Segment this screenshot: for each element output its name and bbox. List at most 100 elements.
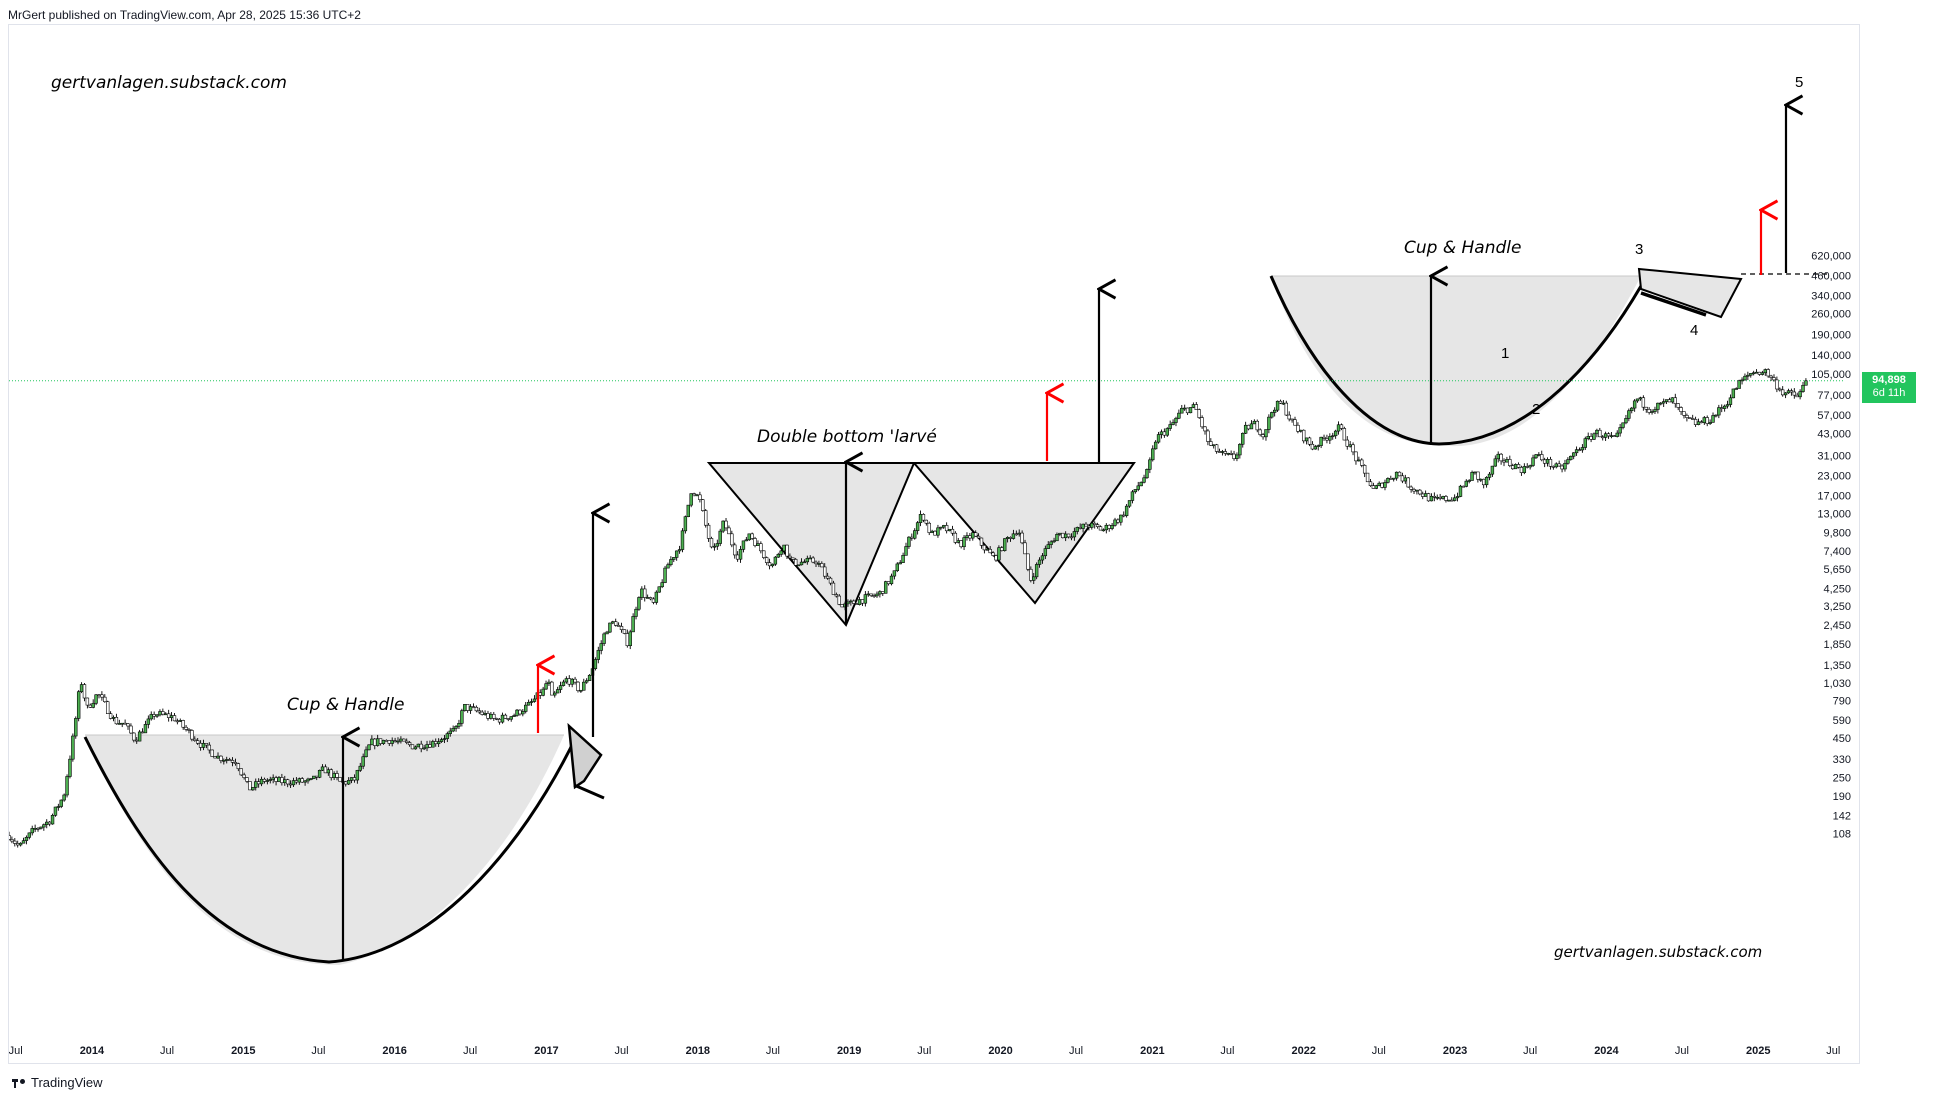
candle-up [1490,465,1495,475]
candle-down [175,720,180,723]
candle-down [108,713,113,719]
candle-down [762,550,766,558]
candle-down [97,694,101,697]
candle-up [677,549,682,552]
candle-up [1171,422,1175,425]
candle-up [1139,481,1143,487]
y-tick-label: 77,000 [1817,390,1851,402]
candle-up [71,735,75,760]
candle-up [1063,533,1068,539]
y-tick-label: 330 [1833,754,1851,766]
candle-down [910,536,914,539]
candle-down [1014,533,1019,536]
candle-up [1005,537,1010,539]
candle-down [1682,411,1686,416]
candle-up [1055,534,1059,542]
candle-down [1023,542,1027,555]
candle-up [79,684,84,692]
price-badge-price: 94,898 [1872,373,1906,386]
candle-down [123,722,127,725]
candle-down [1122,514,1126,517]
candle-up [50,815,55,825]
candle-up [309,778,313,780]
cup1-handle[interactable] [567,722,603,790]
candle-down [1601,436,1605,439]
candle-down [625,633,630,647]
candle-up [1470,472,1474,481]
candle-up [1034,564,1039,578]
wave-label-5: 5 [1795,74,1803,91]
candle-down [968,535,972,539]
candle-up [779,550,783,555]
cup2-curve[interactable] [1269,275,1643,446]
price-chart[interactable]: 1081421902503304505907901,0301,3501,8502… [9,25,1861,1065]
candle-up [1243,424,1248,434]
y-tick-label: 450 [1833,733,1851,745]
candle-up [297,778,301,783]
candle-up [178,720,182,722]
y-tick-label: 108 [1833,829,1851,841]
candle-down [1400,475,1405,482]
candle-up [544,683,548,690]
candle-down [1598,429,1602,438]
candle-up [1101,529,1106,532]
candle-down [622,629,627,634]
watermark-top-left: gertvanlagen.substack.com [51,73,287,93]
candle-down [1069,536,1074,539]
candle-up [1299,429,1303,432]
candle-up [1435,496,1439,499]
candle-up [738,549,743,560]
candle-up [1130,491,1135,501]
x-tick-month: Jul [917,1045,931,1057]
candle-up [1151,448,1155,461]
candle-down [210,749,214,757]
y-tick-label: 23,000 [1817,470,1851,482]
candle-down [1365,472,1370,483]
candle-up [1357,459,1361,462]
candle-up [68,758,72,777]
candle-down [1293,419,1297,426]
candle-down [933,530,937,536]
candle-up [756,543,760,546]
candle-down [921,514,926,521]
candle-up [1145,469,1149,479]
double-bottom-left-fill [706,462,916,627]
candle-up [448,730,452,734]
candle-up [1650,411,1654,413]
candle-down [407,742,412,746]
candle-up [445,733,450,739]
candle-down [1287,414,1291,420]
candle-down [1406,477,1410,488]
candle-up [895,563,899,572]
candle-down [1008,537,1013,539]
candle-up [524,704,528,712]
candle-up [936,527,940,536]
y-tick-label: 620,000 [1811,250,1851,262]
candle-down [982,545,987,551]
candle-down [1641,397,1646,408]
candle-down [88,704,92,708]
candle-up [541,688,545,696]
candle-down [190,730,194,740]
candle-down [619,626,624,630]
candle-down [1307,437,1312,445]
y-tick-label: 260,000 [1811,308,1851,320]
candle-down [1542,459,1547,464]
annotation-labels: gertvanlagen.substack.com gertvanlagen.s… [51,73,1803,961]
candle-up [660,582,664,588]
candle-up [158,711,162,716]
candle-up [1783,392,1788,396]
candle-up [1328,436,1332,441]
candle-down [428,744,432,748]
candle-up [918,514,923,523]
candle-down [172,715,177,722]
candle-up [547,681,551,684]
cup1-curve[interactable] [83,734,579,964]
candle-up [27,832,32,838]
candle-up [1592,433,1596,440]
cup2-handle[interactable] [1637,267,1743,319]
candle-up [1272,409,1277,413]
candle-down [1284,402,1288,416]
candle-down [759,543,763,552]
candle-up [1624,418,1628,424]
